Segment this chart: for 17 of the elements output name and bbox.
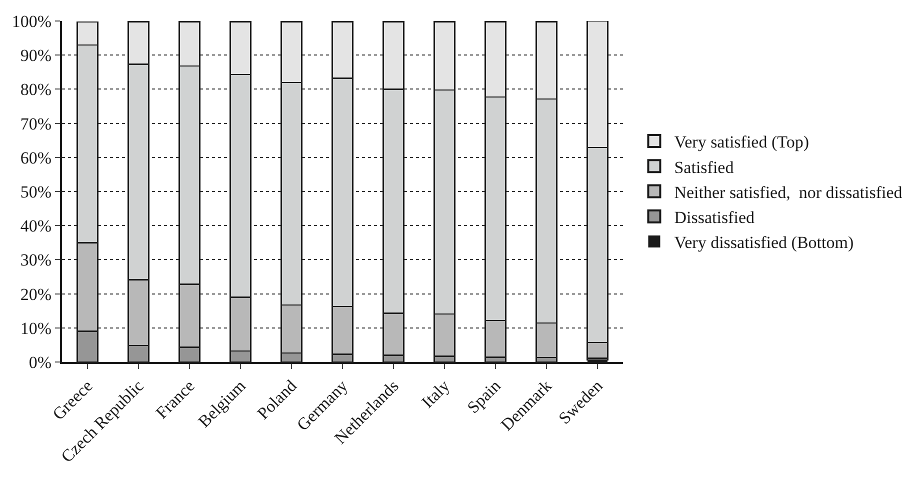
legend-label: Satisfied xyxy=(674,158,734,177)
y-tick-label: 50% xyxy=(20,182,52,202)
y-tick-label: 70% xyxy=(20,114,52,134)
y-tick-label: 0% xyxy=(28,352,52,372)
y-tick-label: 60% xyxy=(20,148,52,168)
legend-label: Very satisfied (Top) xyxy=(674,132,809,152)
legend-label: Neither satisfied, nor dissatisfied xyxy=(674,182,903,202)
legend-label: Dissatisfied xyxy=(674,208,755,227)
y-tick-label: 40% xyxy=(20,216,52,236)
legend-label: Very dissatisfied (Bottom) xyxy=(674,233,854,252)
y-tick-label: 90% xyxy=(20,46,52,66)
x-tick-label: Italy xyxy=(418,376,454,412)
y-tick-label: 20% xyxy=(20,284,52,304)
y-tick-label: 30% xyxy=(20,250,52,270)
y-tick-label: 100% xyxy=(12,12,52,31)
y-tick-label: 10% xyxy=(20,318,52,338)
y-tick-label: 80% xyxy=(20,80,52,100)
